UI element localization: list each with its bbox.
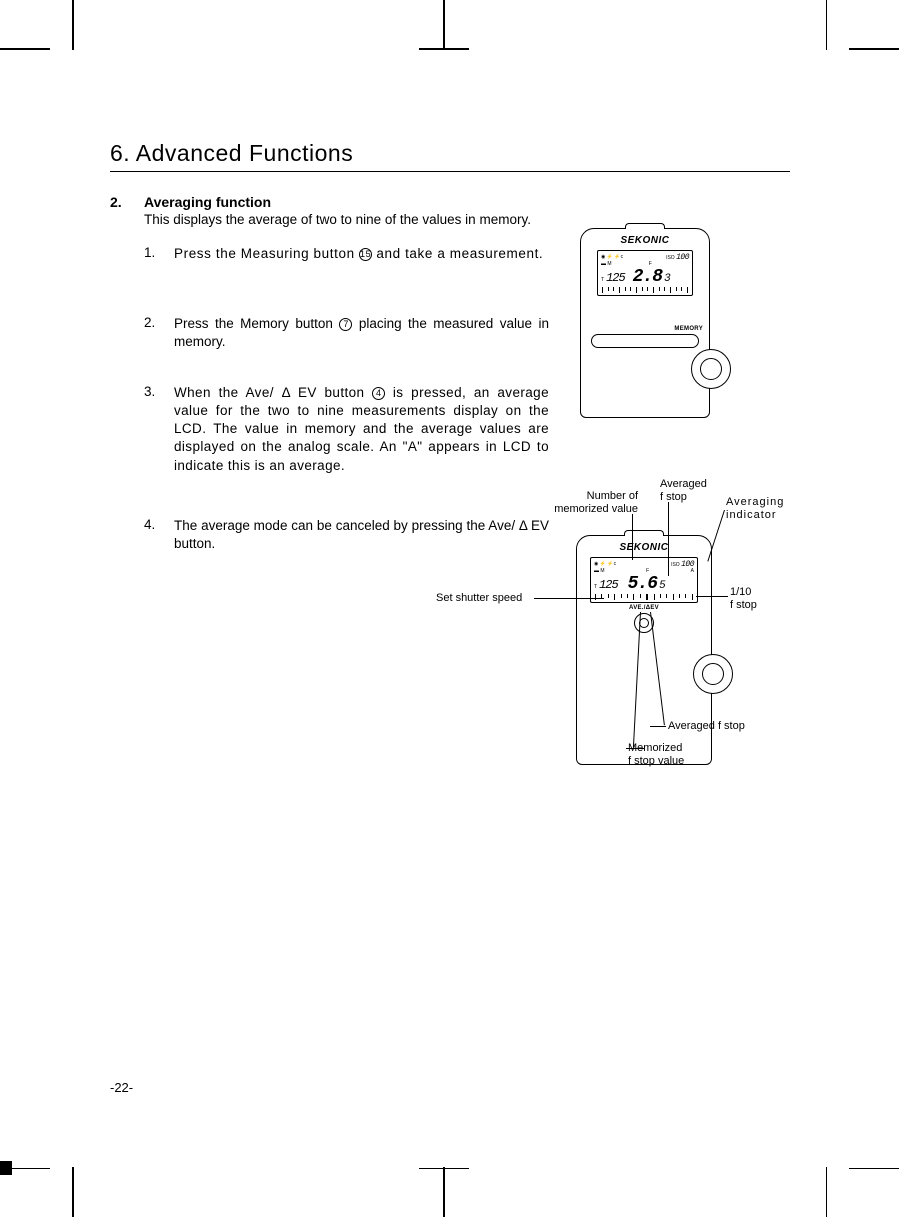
device-brand: SEKONIC xyxy=(581,229,709,246)
callout-averaged-fstop-bottom: Averaged f stop xyxy=(668,720,745,733)
fstop-tenth: 5 xyxy=(659,580,665,592)
iso-label: ISO xyxy=(671,562,680,568)
callout-shutter-speed: Set shutter speed xyxy=(436,592,522,605)
a-indicator: A xyxy=(691,568,694,574)
reference-circle: 7 xyxy=(339,318,352,331)
device-brand: SEKONIC xyxy=(577,536,711,553)
side-button xyxy=(691,349,731,389)
callout-tenth-fstop: 1/10 f stop xyxy=(730,586,757,611)
fstop-tenth: 3 xyxy=(664,273,670,285)
section-title: Averaging function xyxy=(144,194,790,210)
fstop-value: 2.8 xyxy=(633,267,662,287)
m-indicator: ▬ M xyxy=(601,261,612,267)
ave-button-label: AVE./ΔEV xyxy=(577,605,711,611)
step-text: When the Ave/ Δ EV button 4 is pressed, … xyxy=(174,384,549,475)
page-number: -22- xyxy=(110,1080,133,1095)
leader-line xyxy=(696,596,728,597)
step-text: The average mode can be canceled by pres… xyxy=(174,517,549,553)
memory-button-label: MEMORY xyxy=(581,326,709,332)
t-label: T xyxy=(601,277,604,283)
crop-mark xyxy=(0,1161,12,1175)
iso-value: 100 xyxy=(676,253,689,262)
fstop-value: 5.6 xyxy=(628,574,657,594)
section-number: 2. xyxy=(110,194,144,553)
step-text: Press the Memory button 7 placing the me… xyxy=(174,315,549,351)
leader-line xyxy=(534,598,604,599)
step: 4.The average mode can be canceled by pr… xyxy=(144,517,549,553)
step-number: 2. xyxy=(144,315,174,351)
callout-averaged-fstop: Averaged f stop xyxy=(660,478,707,503)
chapter-title: 6. Advanced Functions xyxy=(110,140,790,172)
step-number: 3. xyxy=(144,384,174,475)
shutter-value: 125 xyxy=(606,271,625,285)
crop-mark xyxy=(0,48,50,50)
manual-page: 6. Advanced Functions 2. Averaging funct… xyxy=(0,0,899,1217)
step-number: 4. xyxy=(144,517,174,553)
m-indicator: ▬ M xyxy=(594,568,605,574)
iso-label: ISO xyxy=(666,255,675,261)
lcd-icons: ◉ ⚡ ⚡c xyxy=(594,561,616,567)
callout-averaging-indicator: Averaging indicator xyxy=(726,496,784,521)
side-button xyxy=(693,654,733,694)
crop-mark xyxy=(826,0,828,50)
t-label: T xyxy=(594,584,597,590)
step-text: Press the Measuring button 15 and take a… xyxy=(174,245,549,263)
analog-scale xyxy=(594,594,694,600)
lcd-icons: ◉ ⚡ ⚡c xyxy=(601,254,623,260)
lcd-display: ◉ ⚡ ⚡c ISO 100 ▬ M F T 125 2.8 3 xyxy=(597,250,693,296)
callout-memorized-fstop: Memorized f stop value xyxy=(628,742,684,767)
crop-mark xyxy=(72,0,74,50)
memory-button xyxy=(591,334,699,348)
crop-mark xyxy=(443,0,445,50)
reference-circle: 15 xyxy=(359,248,372,261)
shutter-value: 125 xyxy=(599,578,618,592)
step-number: 1. xyxy=(144,245,174,263)
crop-mark xyxy=(443,1167,445,1217)
crop-mark xyxy=(72,1167,74,1217)
step: 3.When the Ave/ Δ EV button 4 is pressed… xyxy=(144,384,549,475)
section-intro: This displays the average of two to nine… xyxy=(144,212,790,227)
crop-mark xyxy=(826,1167,828,1217)
lcd-display: ◉ ⚡ ⚡c ISO 100 ▬ M F A T 125 5.6 5 xyxy=(590,557,698,603)
analog-scale xyxy=(601,287,689,293)
leader-line xyxy=(668,502,669,576)
reference-circle: 4 xyxy=(372,387,385,400)
step: 2.Press the Memory button 7 placing the … xyxy=(144,315,549,351)
crop-mark xyxy=(849,48,899,50)
device-figure-1: SEKONIC ◉ ⚡ ⚡c ISO 100 ▬ M F T 125 2.8 3 xyxy=(580,228,710,418)
callout-num-memorized: Number of memorized value xyxy=(548,490,638,515)
leader-line xyxy=(650,726,666,727)
crop-mark xyxy=(849,1168,899,1170)
leader-line xyxy=(632,514,633,560)
leader-line xyxy=(626,748,644,749)
step: 1.Press the Measuring button 15 and take… xyxy=(144,245,549,263)
